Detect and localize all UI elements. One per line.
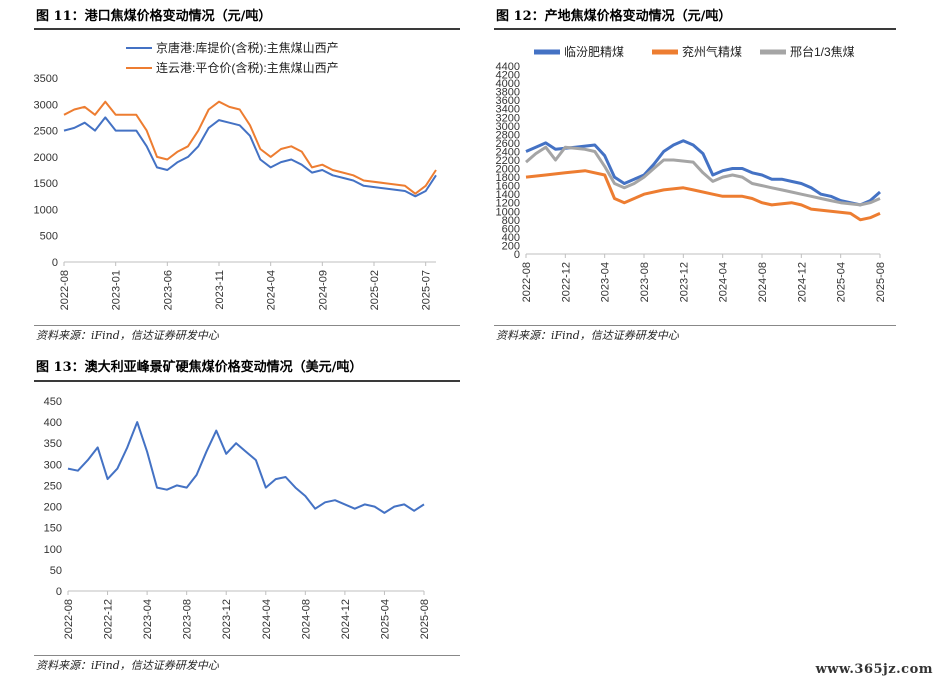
- y-tick-label: 2400: [496, 146, 520, 158]
- x-tick-label: 2022-08: [59, 270, 71, 310]
- x-tick-label: 2024-04: [261, 599, 273, 639]
- series-line-1: [525, 139, 881, 207]
- x-tick-label: 2024-12: [796, 262, 808, 302]
- x-tick-label: 2025-07: [421, 270, 433, 310]
- y-tick-label: 2500: [34, 126, 58, 138]
- series-line-2: [63, 100, 437, 195]
- y-tick-label: 600: [502, 223, 520, 235]
- y-tick-label: 300: [44, 459, 62, 471]
- x-tick-label: 2023-01: [111, 270, 123, 310]
- y-tick-label: 400: [502, 232, 520, 244]
- y-tick-label: 1200: [496, 198, 520, 210]
- y-tick-label: 4000: [496, 78, 520, 90]
- y-tick-label: 3000: [496, 121, 520, 133]
- legend-label-2: 兖州气精煤: [682, 44, 742, 59]
- fig12-title: 图 12：产地焦煤价格变动情况（元/吨）: [496, 9, 732, 24]
- y-tick-label: 3400: [496, 104, 520, 116]
- y-tick-label: 3500: [34, 73, 58, 85]
- x-tick-label: 2024-08: [757, 262, 769, 302]
- y-tick-label: 1000: [34, 204, 58, 216]
- y-tick-label: 3800: [496, 87, 520, 99]
- y-tick-label: 150: [44, 523, 62, 535]
- y-tick-label: 0: [514, 249, 520, 261]
- chart-fig11: 0 500 1000 1500 2000 2500 3000 3500 2022-08 2023-…: [34, 40, 437, 310]
- series-line-3: [525, 145, 881, 207]
- chart-fig13: 0 50 100 150 200 250 300 350 400 450 2022-08 2022-1…: [44, 396, 431, 639]
- y-tick-label: 250: [44, 480, 62, 492]
- legend-label-1: 临汾肥精煤: [564, 45, 624, 59]
- legend-label-1: 京唐港:库提价(含税):主焦煤山西产: [156, 40, 339, 55]
- y-tick-label: 350: [44, 438, 62, 450]
- x-tick-label: 2022-12: [560, 262, 572, 302]
- x-tick-label: 2023-04: [600, 262, 612, 302]
- y-tick-label: 100: [44, 544, 62, 556]
- series-line-1: [63, 116, 437, 198]
- series-line-2: [525, 169, 881, 222]
- x-tick-label: 2023-12: [678, 262, 690, 302]
- x-tick-label: 2024-09: [317, 270, 329, 310]
- y-tick-label: 1500: [34, 178, 58, 190]
- legend-label-3: 邢台1/3焦煤: [790, 44, 855, 59]
- y-tick-label: 1000: [496, 206, 520, 218]
- y-tick-label: 2800: [496, 129, 520, 141]
- y-tick-label: 1600: [496, 181, 520, 193]
- y-tick-label: 0: [52, 257, 58, 269]
- x-tick-label: 2024-08: [300, 599, 312, 639]
- x-tick-label: 2023-08: [182, 599, 194, 639]
- fig11-top-rule: [34, 28, 460, 30]
- y-tick-label: 500: [40, 231, 58, 243]
- y-tick-label: 2600: [496, 138, 520, 150]
- x-tick-label: 2025-08: [419, 599, 431, 639]
- x-tick-label: 2023-04: [142, 599, 154, 639]
- y-tick-label: 3000: [34, 99, 58, 111]
- fig12-top-rule: [494, 28, 896, 30]
- y-tick-label: 200: [502, 240, 520, 252]
- x-tick-label: 2025-02: [369, 270, 381, 310]
- fig11-source: 资料来源：iFind，信达证券研发中心: [36, 329, 219, 342]
- fig13-top-rule: [34, 380, 460, 382]
- y-tick-label: 3600: [496, 95, 520, 107]
- y-tick-label: 0: [56, 586, 62, 598]
- fig11-bottom-rule: [34, 325, 460, 326]
- x-tick-label: 2025-04: [836, 262, 848, 302]
- y-tick-label: 400: [44, 417, 62, 429]
- y-tick-label: 2200: [496, 155, 520, 167]
- y-tick-label: 50: [50, 565, 62, 577]
- x-tick-label: 2023-08: [639, 262, 651, 302]
- x-tick-label: 2022-12: [103, 599, 115, 639]
- x-tick-label: 2024-12: [340, 599, 352, 639]
- x-tick-label: 2023-11: [214, 270, 226, 310]
- fig13-bottom-rule: [34, 655, 460, 656]
- fig12-source: 资料来源：iFind，信达证券研发中心: [496, 329, 679, 342]
- x-tick-label: 2025-04: [379, 599, 391, 639]
- y-tick-label: 200: [44, 502, 62, 514]
- x-tick-label: 2023-12: [221, 599, 233, 639]
- site-watermark: www.365jz.com: [815, 662, 933, 677]
- x-tick-label: 2023-06: [162, 270, 174, 310]
- fig11-title: 图 11：港口焦煤价格变动情况（元/吨）: [36, 9, 272, 24]
- y-tick-label: 3200: [496, 112, 520, 124]
- y-tick-label: 2000: [496, 164, 520, 176]
- x-tick-label: 2024-04: [718, 262, 730, 302]
- chart-fig12: 0200400600800100012001400160018002000220…: [496, 44, 887, 302]
- y-tick-label: 4200: [496, 70, 520, 82]
- x-tick-label: 2024-04: [266, 270, 278, 310]
- y-tick-label: 1800: [496, 172, 520, 184]
- fig13-title: 图 13：澳大利亚峰景矿硬焦煤价格变动情况（美元/吨）: [36, 360, 363, 375]
- fig13-source: 资料来源：iFind，信达证券研发中心: [36, 659, 219, 672]
- series-line-1: [67, 421, 425, 514]
- legend-label-2: 连云港:平仓价(含税):主焦煤山西产: [156, 60, 339, 75]
- y-tick-label: 800: [502, 215, 520, 227]
- fig12-bottom-rule: [494, 325, 896, 326]
- y-tick-label: 4400: [496, 61, 520, 73]
- y-tick-label: 450: [44, 396, 62, 408]
- x-tick-label: 2022-08: [63, 599, 75, 639]
- x-tick-label: 2025-08: [875, 262, 887, 302]
- x-tick-label: 2022-08: [521, 262, 533, 302]
- y-tick-label: 1400: [496, 189, 520, 201]
- y-tick-label: 2000: [34, 152, 58, 164]
